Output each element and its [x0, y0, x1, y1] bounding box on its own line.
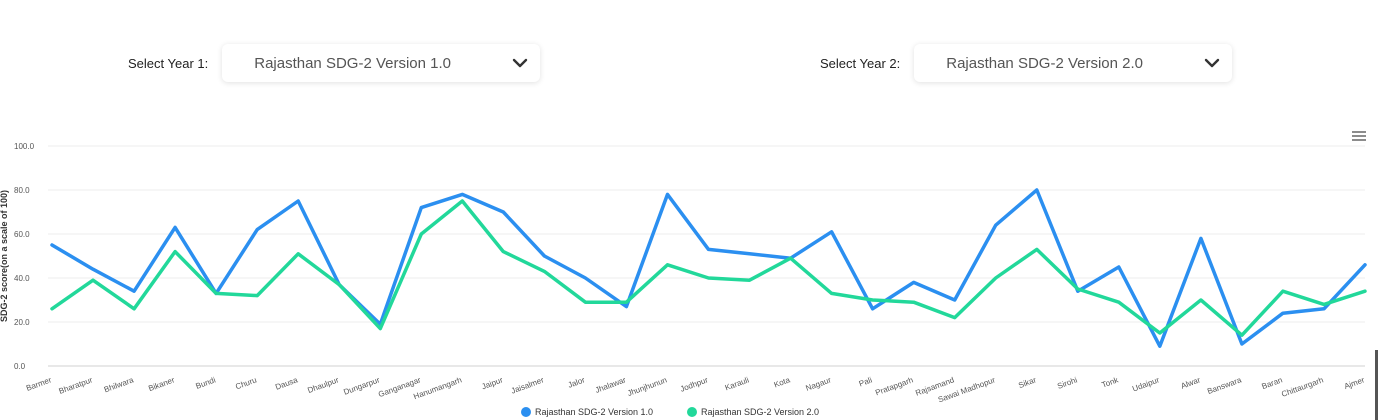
x-tick-label: Dhaulpur [306, 375, 340, 395]
x-tick-label: Karauli [724, 375, 751, 392]
year2-dropdown[interactable]: Rajasthan SDG-2 Version 2.0 [914, 44, 1233, 82]
year2-label: Select Year 2: [820, 55, 901, 71]
series-lines [50, 188, 1367, 348]
x-tick-label: Churu [234, 375, 258, 391]
x-tick-label: Udaipur [1131, 375, 1161, 393]
x-tick-label: Bhilwara [103, 375, 135, 394]
x-tick-label: Chittaurgarh [1280, 375, 1324, 399]
y-tick-label: 80.0 [14, 186, 30, 195]
line-chart: 0.0 20.0 40.0 60.0 80.0 100.0 SDG-2 score(on … [0, 130, 1367, 417]
y-axis-label: SDG-2 score(on a scale of 100) [0, 190, 9, 322]
y-tick-label: 100.0 [14, 142, 35, 151]
x-tick-label: Barmer [25, 375, 53, 393]
y-tick-label: 20.0 [14, 318, 30, 327]
x-tick-label: Kota [773, 375, 792, 389]
year1-dropdown[interactable]: Rajasthan SDG-2 Version 1.0 [222, 44, 541, 82]
x-tick-label: Jaipur [480, 375, 504, 391]
x-axis-ticks: Barmer Bharatpur Bhilwara Bikaner Bundi Churu… [25, 375, 1366, 404]
x-tick-label: Baran [1260, 375, 1283, 391]
y-axis-ticks: 0.0 20.0 40.0 60.0 80.0 100.0 [14, 142, 35, 371]
x-tick-label: Bundi [194, 375, 217, 391]
legend-marker [521, 407, 531, 417]
x-tick-label: Dungarpur [342, 375, 381, 397]
legend-label: Rajasthan SDG-2 Version 2.0 [701, 407, 819, 417]
chart-menu-icon[interactable] [1350, 130, 1366, 144]
chevron-down-icon [1205, 58, 1220, 68]
grid-lines [48, 145, 1365, 367]
legend: Rajasthan SDG-2 Version 1.0 Rajasthan SDG… [521, 407, 819, 417]
x-tick-label: Alwar [1180, 375, 1202, 390]
chevron-down-icon [513, 58, 528, 68]
x-tick-label: Sikar [1017, 375, 1038, 390]
year2-selector: Select Year 2: Rajasthan SDG-2 Version 2… [820, 44, 1233, 82]
year2-selected-value: Rajasthan SDG-2 Version 2.0 [946, 54, 1144, 72]
series-line [50, 188, 1367, 348]
y-tick-label: 40.0 [14, 274, 30, 283]
series-line [50, 199, 1367, 337]
x-tick-label: Sirohi [1056, 375, 1079, 391]
y-tick-label: 0.0 [14, 362, 26, 371]
x-tick-label: Jalor [567, 375, 587, 390]
x-tick-label: Jhunjhunun [626, 375, 668, 398]
year1-selected-value: Rajasthan SDG-2 Version 1.0 [254, 54, 452, 72]
scrollbar[interactable] [1375, 350, 1378, 420]
legend-label: Rajasthan SDG-2 Version 1.0 [535, 407, 653, 417]
year1-selector: Select Year 1: Rajasthan SDG-2 Version 1… [128, 44, 541, 82]
x-tick-label: Banswara [1206, 375, 1243, 396]
x-tick-label: Jodhpur [679, 375, 710, 393]
x-tick-label: Pali [858, 375, 874, 388]
legend-marker [687, 407, 697, 417]
year1-label: Select Year 1: [128, 55, 209, 71]
x-tick-label: Tonk [1101, 375, 1121, 390]
y-tick-label: 60.0 [14, 230, 30, 239]
x-tick-label: Bikaner [147, 375, 176, 393]
x-tick-label: Ajmer [1343, 375, 1366, 391]
x-tick-label: Nagaur [805, 375, 833, 393]
x-tick-label: Bharatpur [58, 375, 94, 396]
x-tick-label: Dausa [274, 375, 299, 392]
x-tick-label: Jaisalmer [510, 375, 546, 395]
x-tick-label: Pratapgarh [874, 375, 914, 397]
x-tick-label: Jhalawar [594, 375, 627, 395]
